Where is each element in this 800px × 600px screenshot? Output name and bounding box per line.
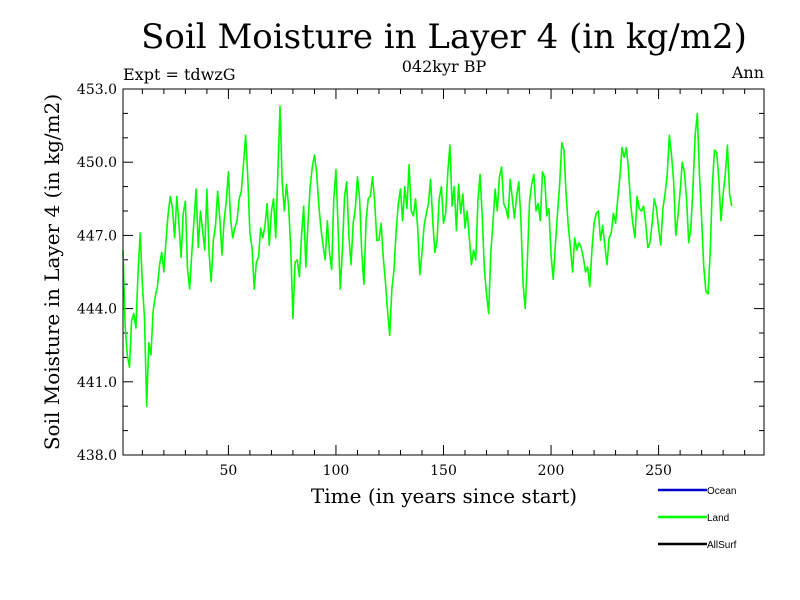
x-axis-label: Time (in years since start) (311, 484, 577, 508)
legend-label-allsurf: AllSurf (707, 540, 737, 551)
y-axis-label: Soil Moisture in Layer 4 (in kg/m2) (40, 94, 64, 450)
chart-title: Soil Moisture in Layer 4 (in kg/m2) (141, 17, 747, 57)
x-tick-label: 200 (538, 463, 565, 479)
series-line-land (122, 105, 733, 408)
x-tick-label: 50 (219, 463, 237, 479)
period-label: Ann (731, 63, 764, 82)
x-tick-label: 250 (645, 463, 672, 479)
x-tick-label: 100 (323, 463, 350, 479)
y-tick-label: 438.0 (77, 448, 117, 464)
y-axis: 438.0 441.0 444.0 447.0 450.0 453.0 (77, 82, 764, 464)
y-tick-label: 450.0 (77, 155, 117, 171)
x-tick-label: 150 (430, 463, 457, 479)
series-layer (122, 105, 733, 408)
experiment-label: Expt = tdwzG (123, 65, 236, 84)
plot-frame (122, 88, 765, 456)
chart-subtitle: 042kyr BP (402, 57, 487, 76)
legend-label-land: Land (707, 513, 729, 524)
y-tick-label: 441.0 (77, 375, 117, 391)
y-tick-label: 453.0 (77, 82, 117, 98)
legend-label-ocean: Ocean (707, 486, 736, 497)
x-axis: 50 100 150 200 250 (141, 89, 746, 479)
y-tick-label: 444.0 (77, 302, 117, 318)
legend: Ocean Land AllSurf (658, 486, 737, 551)
y-tick-label: 447.0 (77, 228, 117, 244)
